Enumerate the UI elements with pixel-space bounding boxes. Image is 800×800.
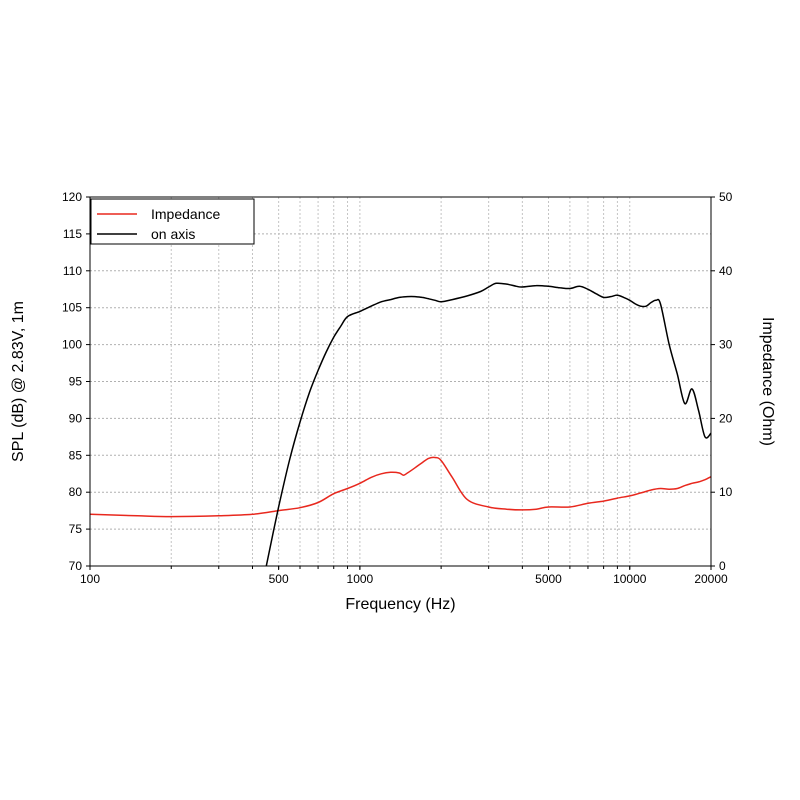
- x-tick-label: 100: [80, 572, 100, 586]
- ticks-layer: 100 500 1000 5000 10000 200007075808590951001…: [62, 190, 733, 586]
- y2-tick-label: 10: [719, 485, 733, 499]
- y2-tick-label: 40: [719, 264, 733, 278]
- y-tick-label: 105: [62, 301, 82, 315]
- x-tick-label: 1000: [347, 572, 374, 586]
- grid: [90, 197, 711, 566]
- y-tick-label: 80: [69, 485, 83, 499]
- x-tick-label: 5000: [535, 572, 562, 586]
- series-layer: [90, 282, 711, 566]
- y-tick-label: 110: [63, 264, 82, 278]
- y-tick-label: 85: [69, 448, 83, 462]
- y2-tick-label: 20: [719, 411, 733, 425]
- legend-label-on-axis: on axis: [151, 226, 195, 242]
- y-tick-label: 90: [69, 411, 83, 425]
- y-tick-label: 120: [62, 190, 82, 204]
- legend-box: [90, 198, 255, 245]
- y2-tick-label: 30: [719, 338, 733, 352]
- x-tick-label: 10000: [613, 572, 647, 586]
- y-tick-label: 75: [69, 522, 83, 536]
- legend: Impedance on axis: [90, 198, 255, 245]
- series-line-impedance: [90, 456, 711, 518]
- x-axis-title: Frequency (Hz): [345, 596, 455, 613]
- y2-tick-label: 50: [719, 190, 733, 204]
- y-tick-label: 70: [69, 559, 83, 573]
- y-tick-label: 100: [62, 338, 82, 352]
- y-axis-title: SPL (dB) @ 2.83V, 1m: [10, 301, 27, 462]
- y2-axis-title: Impedance (Ohm): [759, 317, 776, 446]
- legend-label-impedance: Impedance: [151, 206, 220, 222]
- y-tick-label: 95: [69, 375, 83, 389]
- y2-tick-label: 0: [719, 559, 726, 573]
- x-tick-label: 20000: [694, 572, 728, 586]
- series-line-on-axis: [265, 282, 711, 566]
- x-tick-label: 500: [269, 572, 289, 586]
- y-tick-label: 115: [63, 227, 82, 241]
